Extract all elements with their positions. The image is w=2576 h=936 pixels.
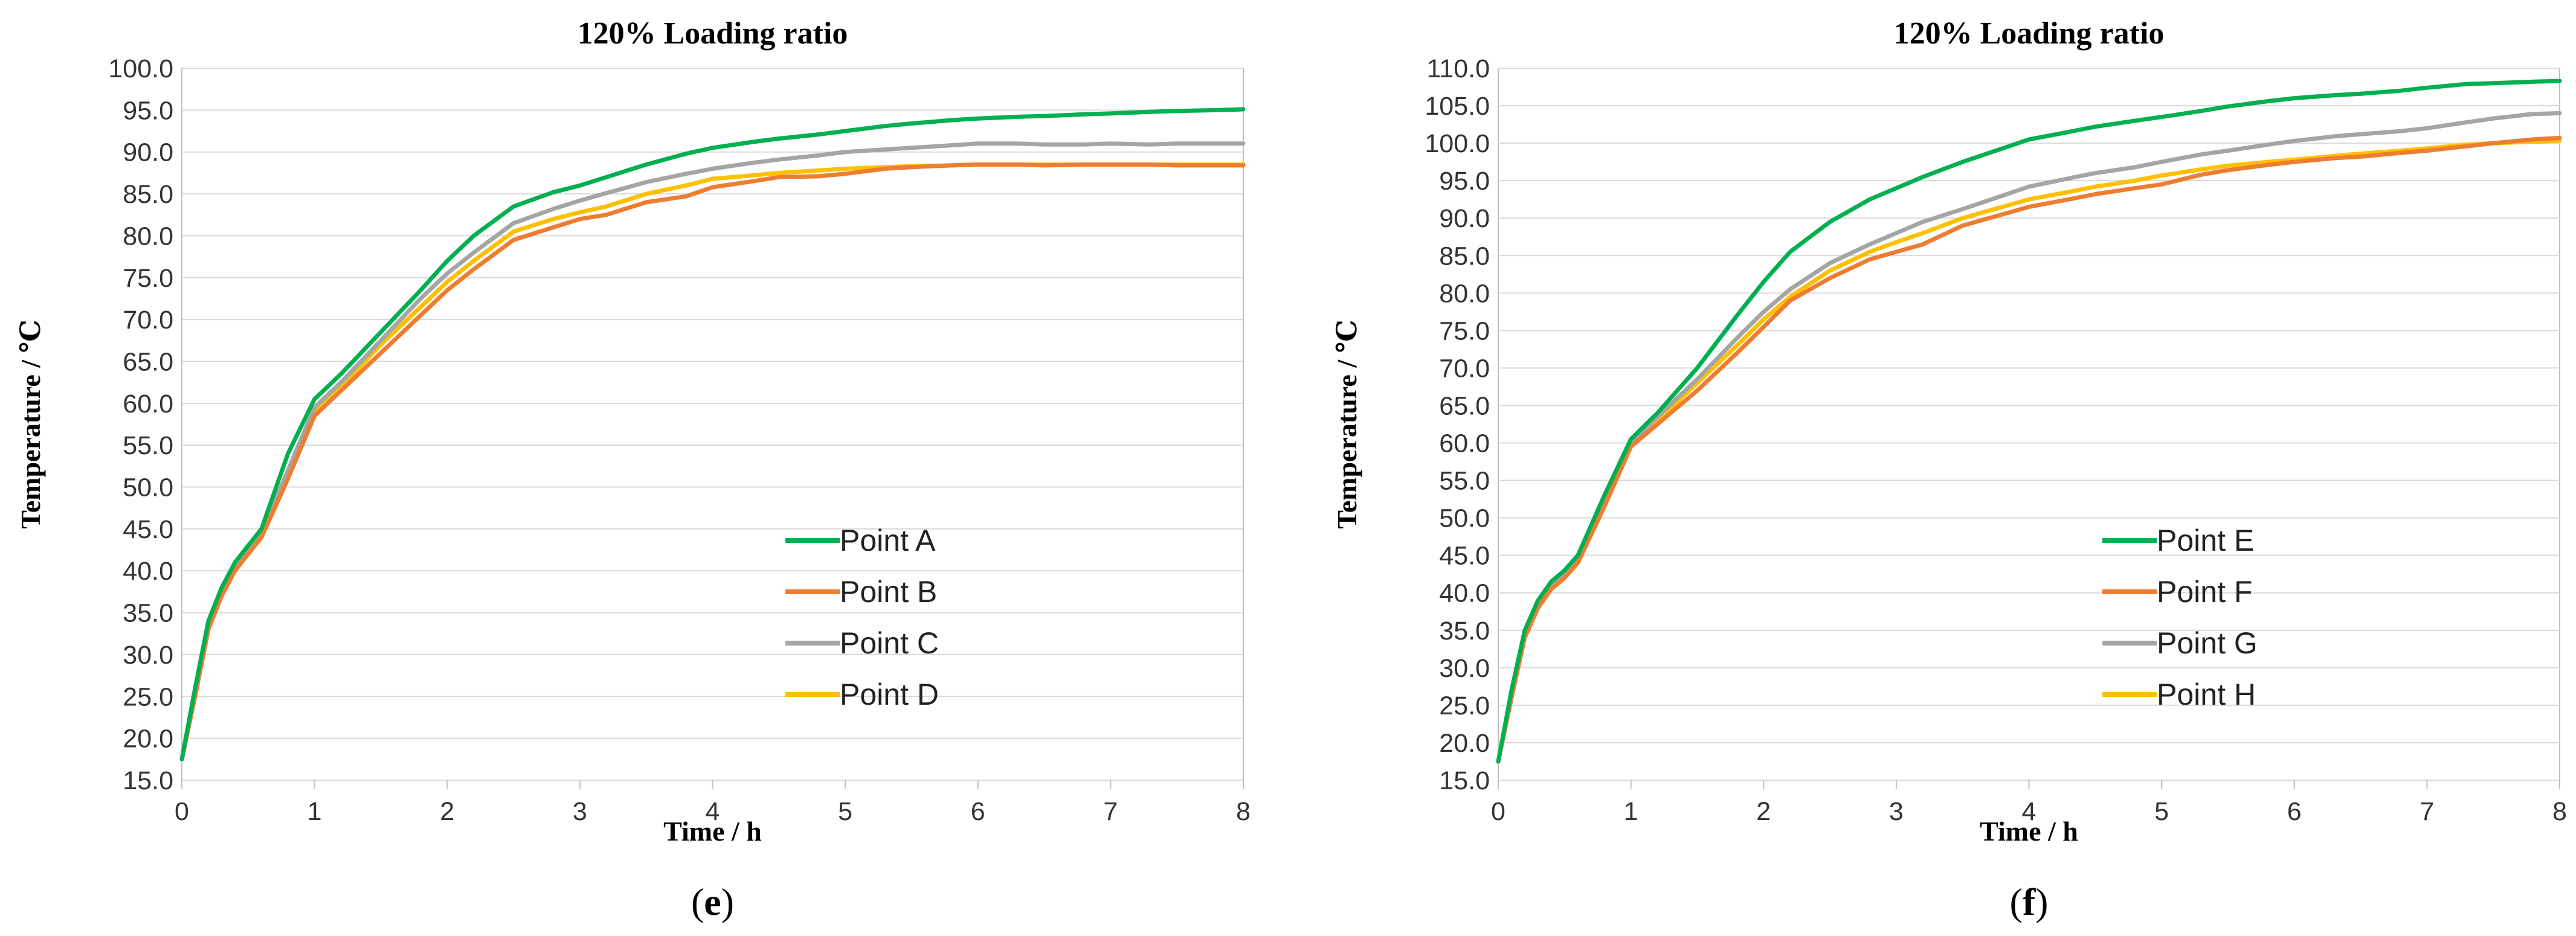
- y-tick-label: 90.0: [123, 138, 173, 167]
- x-axis-title: Time / h: [663, 816, 762, 847]
- y-tick-label: 90.0: [1439, 204, 1490, 233]
- panel-caption: (e): [691, 880, 734, 923]
- chart-title: 120% Loading ratio: [1894, 16, 2165, 51]
- y-tick-label: 35.0: [1439, 617, 1490, 646]
- x-tick-label: 5: [838, 797, 852, 826]
- x-tick-label: 1: [308, 797, 322, 826]
- x-tick-label: 8: [2552, 797, 2567, 826]
- y-tick-label: 50.0: [123, 473, 173, 502]
- series-line-point-d: [179, 162, 1246, 761]
- legend: Point A Point B Point C Point D: [785, 524, 939, 711]
- y-tick-label: 80.0: [1439, 279, 1490, 308]
- legend-label: Point E: [2157, 524, 2254, 557]
- y-tick-label: 50.0: [1439, 504, 1490, 533]
- y-axis-title: Temperature / ℃: [15, 319, 46, 528]
- series-line-point-f: [1496, 135, 2562, 764]
- x-tick-label: 8: [1236, 797, 1251, 826]
- x-tick-label: 4: [2022, 797, 2037, 826]
- y-tick-label: 70.0: [123, 306, 173, 335]
- y-tick-label: 110.0: [1427, 54, 1490, 83]
- y-tick-label: 25.0: [1439, 691, 1490, 720]
- y-tick-label: 100.0: [108, 54, 173, 83]
- legend-label: Point C: [840, 626, 939, 660]
- legend: Point E Point F Point G Point H: [2102, 524, 2258, 711]
- y-tick-label: 15.0: [1439, 766, 1490, 795]
- y-tick-label: 40.0: [1439, 579, 1490, 608]
- series-line-point-g: [1496, 111, 2562, 764]
- y-tick-label: 25.0: [123, 682, 173, 711]
- legend-label: Point H: [2157, 678, 2256, 711]
- chart-panel-f: 15.0 20.0 25.0 30.0 35.0 40.0 45.0 50.0 55.0 60.0…: [1331, 16, 2567, 923]
- chart-panel-e: 15.0 20.0 25.0 30.0 35.0 40.0 45.0 50.0 55.0 60.0…: [15, 16, 1251, 923]
- y-tick-label: 35.0: [123, 599, 173, 628]
- legend-label: Point A: [840, 524, 936, 557]
- y-tick-label: 30.0: [123, 641, 173, 670]
- x-tick-label: 0: [175, 797, 189, 826]
- y-tick-label: 100.0: [1425, 129, 1490, 158]
- panel-caption: (f): [2010, 880, 2049, 923]
- y-tick-label: 80.0: [123, 222, 173, 251]
- y-axis-title: Temperature / ℃: [1331, 319, 1362, 528]
- plot-area-border: [181, 68, 1244, 781]
- legend-label: Point F: [2157, 575, 2252, 609]
- y-tick-label: 20.0: [1439, 729, 1490, 758]
- y-tick-label: 95.0: [123, 96, 173, 125]
- legend-label: Point G: [2157, 626, 2258, 660]
- x-tick-label: 4: [706, 797, 720, 826]
- y-tick-label: 85.0: [1439, 242, 1490, 271]
- series-line-point-a: [179, 107, 1246, 761]
- y-tick-label: 75.0: [1439, 316, 1490, 345]
- x-tick-label: 2: [440, 797, 454, 826]
- y-tick-label: 45.0: [1439, 542, 1490, 571]
- y-tick-label: 30.0: [1439, 654, 1490, 683]
- y-tick-label: 15.0: [123, 766, 173, 795]
- y-tick-label: 60.0: [123, 389, 173, 418]
- x-tick-label: 7: [2420, 797, 2434, 826]
- series-line-point-h: [1496, 138, 2562, 764]
- x-tick-label: 2: [1756, 797, 1771, 826]
- y-tick-label: 85.0: [123, 180, 173, 209]
- y-tick-label: 55.0: [1439, 467, 1490, 496]
- y-tick-label: 105.0: [1425, 92, 1490, 121]
- y-tick-label: 55.0: [123, 431, 173, 460]
- y-tick-label: 70.0: [1439, 354, 1490, 383]
- y-tick-label: 40.0: [123, 557, 173, 586]
- x-axis-title: Time / h: [1980, 816, 2078, 847]
- legend-label: Point B: [840, 575, 937, 609]
- y-tick-label: 65.0: [123, 347, 173, 376]
- y-tick-label: 95.0: [1439, 167, 1490, 196]
- x-tick-label: 7: [1103, 797, 1118, 826]
- x-tick-label: 0: [1491, 797, 1505, 826]
- x-tick-label: 6: [2287, 797, 2302, 826]
- legend-label: Point D: [840, 678, 939, 711]
- y-tick-label: 45.0: [123, 515, 173, 544]
- chart-title: 120% Loading ratio: [578, 16, 848, 51]
- x-tick-label: 6: [971, 797, 985, 826]
- x-tick-label: 1: [1624, 797, 1638, 826]
- x-tick-label: 5: [2154, 797, 2169, 826]
- x-tick-label: 3: [1889, 797, 1904, 826]
- y-tick-label: 20.0: [123, 725, 173, 754]
- series-line-point-e: [1496, 79, 2562, 764]
- series-line-point-b: [179, 162, 1246, 761]
- y-tick-label: 60.0: [1439, 429, 1490, 458]
- y-tick-label: 65.0: [1439, 391, 1490, 420]
- y-tick-label: 75.0: [123, 264, 173, 293]
- x-tick-label: 3: [573, 797, 587, 826]
